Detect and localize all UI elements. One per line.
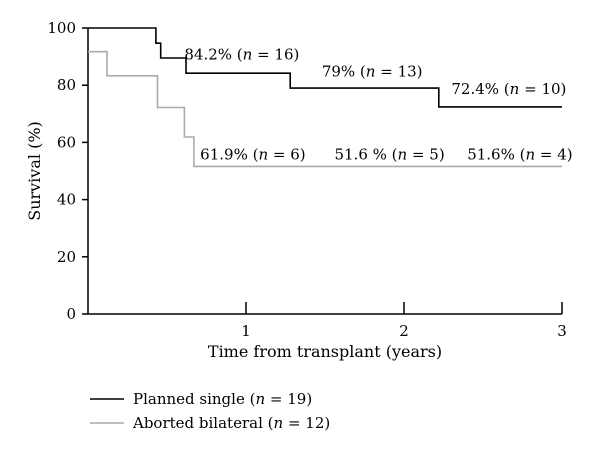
x-ticks: 1 2 3 xyxy=(241,302,567,340)
x-tick-label: 2 xyxy=(399,322,409,340)
y-axis-title: Survival (%) xyxy=(25,121,44,221)
axes xyxy=(87,28,562,315)
legend: Planned single (n = 19) Aborted bilateral… xyxy=(90,390,330,432)
y-tick-label: 40 xyxy=(57,191,76,209)
annotation-label: 72.4% (n = 10) xyxy=(451,80,566,98)
series-line xyxy=(88,50,562,168)
y-tick-label: 60 xyxy=(57,133,76,151)
annotation-label: 51.6 % (n = 5) xyxy=(334,146,444,164)
y-tick-label: 20 xyxy=(57,248,76,266)
y-ticks: 0 20 40 60 80 100 xyxy=(47,19,88,323)
series-line xyxy=(88,27,562,108)
x-tick-label: 1 xyxy=(241,322,251,340)
series-layer xyxy=(88,27,562,168)
annotation-label: 51.6% (n = 4) xyxy=(467,146,572,164)
annotation-label: 61.9% (n = 6) xyxy=(200,146,305,164)
y-tick-label: 80 xyxy=(57,76,76,94)
annotation-label: 84.2% (n = 16) xyxy=(184,45,299,63)
legend-label: Planned single (n = 19) xyxy=(133,390,312,408)
annotation-label: 79% (n = 13) xyxy=(322,63,423,81)
y-tick-label: 100 xyxy=(47,19,76,37)
y-tick-label: 0 xyxy=(66,305,76,323)
x-tick-label: 3 xyxy=(557,322,567,340)
legend-label: Aborted bilateral (n = 12) xyxy=(132,414,330,432)
annotations: 84.2% (n = 16) 79% (n = 13) 72.4% (n = 10)… xyxy=(184,45,572,163)
x-axis-title: Time from transplant (years) xyxy=(208,342,442,361)
